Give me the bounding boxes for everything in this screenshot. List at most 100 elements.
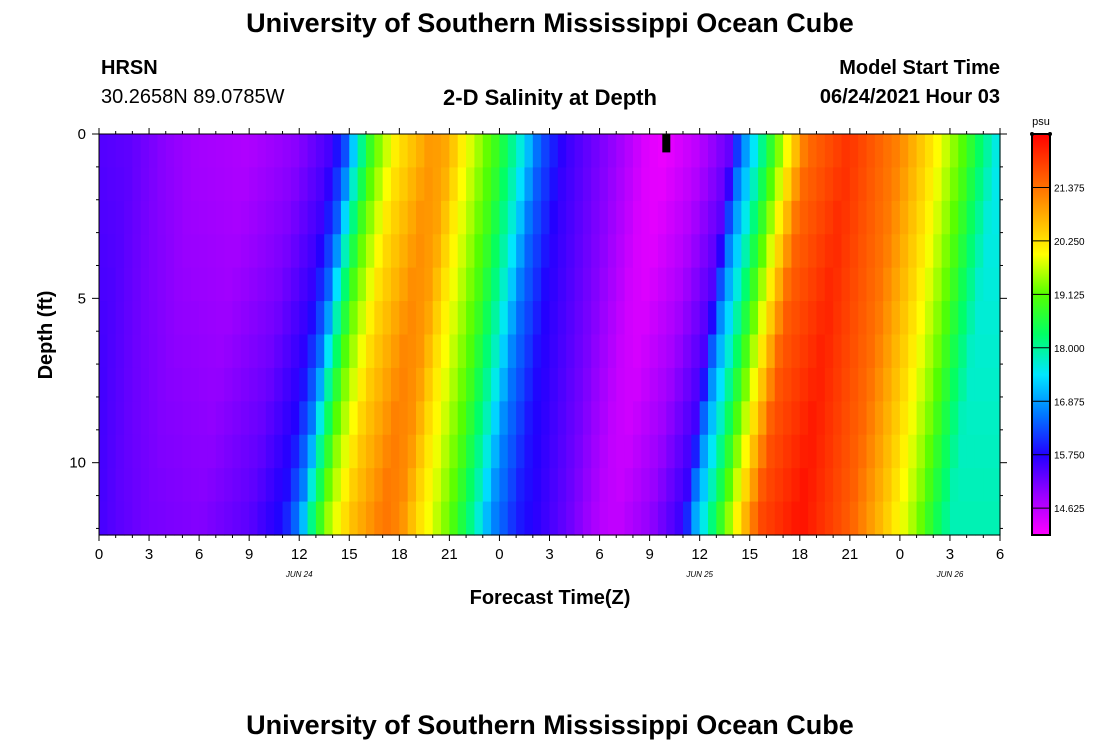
heatmap-cell [324, 134, 334, 169]
heatmap-cell [132, 167, 142, 202]
heatmap-cell [107, 367, 117, 402]
heatmap-cell [182, 234, 192, 269]
heatmap-cell [215, 367, 225, 402]
heatmap-cell [966, 134, 976, 169]
heatmap-cell [758, 468, 767, 503]
heatmap-cell [315, 367, 325, 402]
heatmap-cell [99, 167, 108, 202]
heatmap-cell [566, 200, 576, 235]
heatmap-cell [791, 468, 801, 503]
heatmap-cell [449, 334, 459, 369]
heatmap-cell [541, 301, 551, 336]
heatmap-cell [799, 334, 809, 369]
heatmap-cell [324, 367, 334, 402]
heatmap-cell [491, 134, 501, 169]
heatmap-cell [491, 468, 501, 503]
heatmap-cell [908, 434, 918, 469]
heatmap-cell [165, 200, 175, 235]
heatmap-cell [340, 401, 350, 436]
heatmap-cell [574, 367, 584, 402]
heatmap-cell [365, 167, 375, 202]
heatmap-cell [257, 434, 267, 469]
heatmap-cell [99, 301, 108, 336]
heatmap-cell [666, 367, 676, 402]
heatmap-cell [557, 434, 567, 469]
heatmap-cell [165, 134, 175, 169]
heatmap-cell [357, 134, 367, 169]
colorbar-tick-label: 21.375 [1054, 183, 1085, 194]
heatmap-cell [290, 401, 300, 436]
heatmap-cell [557, 234, 567, 269]
heatmap-cell [374, 367, 384, 402]
heatmap-cell [240, 234, 250, 269]
heatmap-cell [808, 301, 818, 336]
heatmap-cell [474, 167, 484, 202]
heatmap-cell [566, 401, 576, 436]
heatmap-cell [441, 401, 450, 436]
heatmap-cell [140, 468, 150, 503]
heatmap-cell [974, 134, 984, 169]
heatmap-cell [591, 267, 601, 302]
heatmap-cell [365, 367, 375, 402]
heatmap-cell [165, 434, 175, 469]
heatmap-cell [132, 401, 142, 436]
heatmap-cell [899, 334, 909, 369]
heatmap-cell [624, 334, 634, 369]
heatmap-cell [666, 434, 676, 469]
heatmap-cell [382, 167, 392, 202]
heatmap-cell [582, 468, 592, 503]
heatmap-cell [349, 334, 359, 369]
heatmap-cell [866, 267, 876, 302]
heatmap-cell [265, 200, 275, 235]
heatmap-cell [908, 334, 918, 369]
heatmap-cell [249, 468, 259, 503]
page-title: University of Southern Mississippi Ocean… [246, 8, 854, 38]
heatmap-cell [958, 301, 968, 336]
heatmap-cell [874, 134, 884, 169]
heatmap-cell [416, 468, 425, 503]
heatmap-cell [949, 301, 959, 336]
heatmap-cell [816, 401, 826, 436]
heatmap-cell [165, 501, 175, 536]
heatmap-cell [157, 167, 167, 202]
heatmap-cell [299, 434, 309, 469]
heatmap-cell [315, 401, 325, 436]
heatmap-cell [708, 301, 717, 336]
heatmap-cell [407, 334, 417, 369]
heatmap-cell [916, 501, 926, 536]
heatmap-cell [107, 501, 117, 536]
heatmap-cell [349, 200, 359, 235]
heatmap-cell [482, 234, 492, 269]
heatmap-cell [699, 401, 709, 436]
heatmap-cell [599, 501, 609, 536]
heatmap-cell [958, 468, 968, 503]
heatmap-cell [774, 401, 784, 436]
heatmap-cell [699, 434, 709, 469]
heatmap-cell [816, 267, 826, 302]
heatmap-cell [766, 301, 776, 336]
station-coordinates: 30.2658N 89.0785W [101, 86, 285, 108]
heatmap-cell [282, 234, 292, 269]
heatmap-cell [841, 334, 851, 369]
heatmap-cell [365, 401, 375, 436]
heatmap-cell [799, 501, 809, 536]
heatmap-cell [724, 468, 734, 503]
heatmap-cell [524, 367, 534, 402]
heatmap-cell [290, 267, 300, 302]
heatmap-cell [224, 234, 234, 269]
heatmap-cell [257, 367, 267, 402]
heatmap-cell [174, 200, 184, 235]
heatmap-cell [716, 301, 726, 336]
heatmap-cell [766, 234, 776, 269]
heatmap-cell [883, 468, 893, 503]
heatmap-cell [624, 501, 634, 536]
heatmap-cell [265, 267, 275, 302]
heatmap-cell [924, 167, 934, 202]
heatmap-cell [449, 468, 459, 503]
heatmap-cell [340, 167, 350, 202]
heatmap-cell [232, 167, 242, 202]
heatmap-cell [941, 468, 951, 503]
heatmap-cell [933, 301, 943, 336]
heatmap-cell [182, 501, 192, 536]
